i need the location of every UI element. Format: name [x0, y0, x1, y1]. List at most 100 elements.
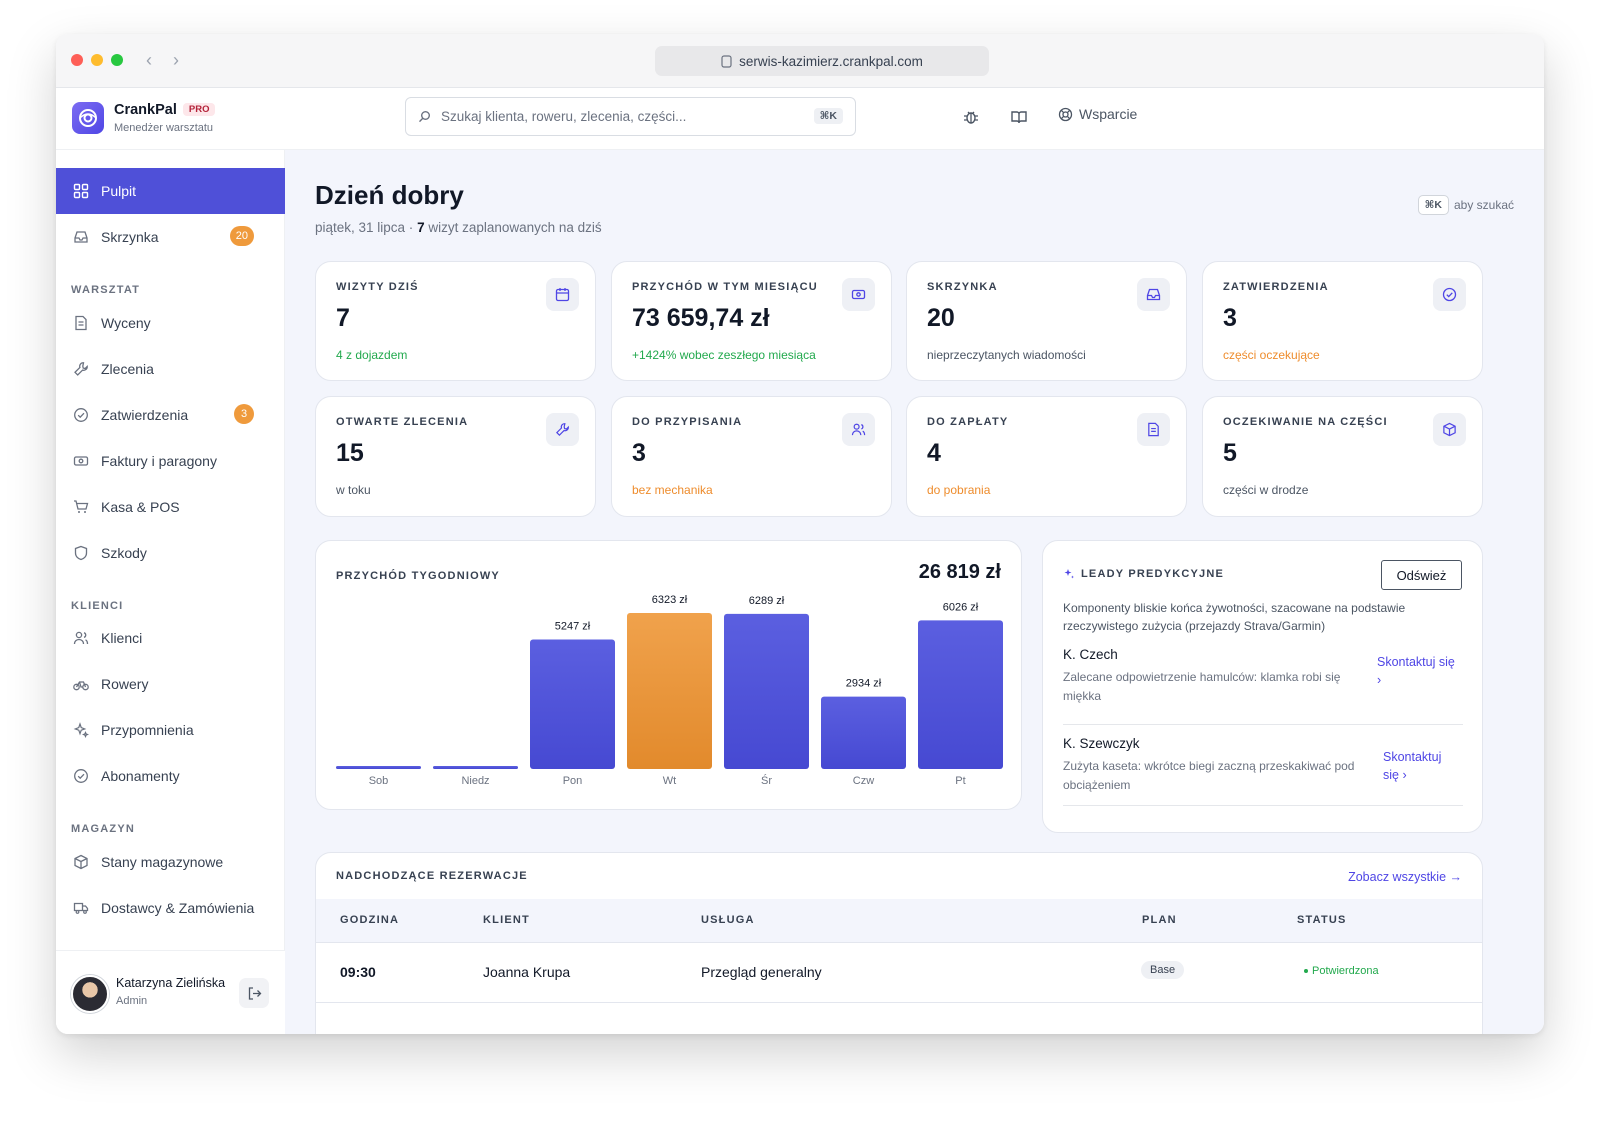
stat-value: 7	[336, 304, 350, 332]
brand-subtitle: Menedżer warsztatu	[114, 122, 214, 134]
bar-czw[interactable]	[821, 696, 906, 769]
check-circle-icon	[74, 769, 88, 783]
sidebar-item-wyceny[interactable]: Wyceny	[56, 300, 285, 346]
column-header[interactable]: USŁUGA	[701, 914, 755, 926]
plan-badge: Base	[1141, 961, 1185, 979]
bar-niedz[interactable]	[433, 766, 518, 769]
leads-title-text: LEADY PREDYKCYJNE	[1081, 568, 1225, 580]
sidebar-item-abonamenty[interactable]: Abonamenty	[56, 753, 285, 799]
logo-mark-icon	[79, 109, 97, 127]
bar-wt[interactable]	[627, 613, 712, 769]
visits-count: 7	[417, 220, 425, 235]
bar-value-label: 2934 zł	[846, 678, 882, 690]
column-header[interactable]: PLAN	[1142, 914, 1177, 926]
pro-badge: PRO	[182, 103, 216, 116]
wrench-icon	[546, 413, 579, 446]
inbox-count-badge: 20	[229, 226, 254, 246]
contact-link[interactable]: Skontaktuj się ›	[1383, 750, 1442, 782]
user-name: Katarzyna Zielińska	[116, 976, 226, 990]
stat-card-inbox[interactable]: SKRZYNKA 20 nieprzeczytanych wiadomości	[906, 261, 1187, 381]
sidebar-item-faktury[interactable]: Faktury i paragony	[56, 438, 285, 484]
grid-icon	[73, 183, 89, 199]
column-header[interactable]: KLIENT	[483, 914, 530, 926]
calendar-icon	[546, 278, 579, 311]
sidebar-item-pulpit[interactable]: Pulpit	[56, 168, 285, 214]
x-tick-label: Śr	[761, 774, 772, 787]
sidebar-item-szkody[interactable]: Szkody	[56, 530, 285, 576]
x-tick-label: Sob	[369, 775, 389, 787]
stat-card-open-orders[interactable]: OTWARTE ZLECENIA 15 w toku	[315, 396, 596, 517]
sidebar-item-label: Kasa & POS	[101, 499, 180, 515]
table-header: GODZINA KLIENT USŁUGA PLAN STATUS	[316, 899, 1482, 943]
bar-value-label: 6026 zł	[943, 601, 979, 613]
address-bar[interactable]: serwis-kazimierz.crankpal.com	[655, 46, 989, 76]
sidebar-item-stany-magazynowe[interactable]: Stany magazynowe	[56, 839, 285, 885]
stat-card-waiting-parts[interactable]: OCZEKIWANIE NA CZĘŚCI 5 części w drodze	[1202, 396, 1483, 517]
logout-button[interactable]	[239, 978, 269, 1008]
section-warsztat: WARSZTAT	[71, 284, 141, 296]
stat-note: nieprzeczytanych wiadomości	[927, 348, 1086, 362]
column-header[interactable]: STATUS	[1297, 914, 1347, 926]
bar-pt[interactable]	[918, 620, 1003, 769]
search-input[interactable]: Szukaj klienta, roweru, zlecenia, części…	[405, 97, 856, 136]
sidebar-item-zlecenia[interactable]: Zlecenia	[56, 346, 285, 392]
minimize-window-button[interactable]	[91, 54, 103, 66]
refresh-button[interactable]: Odśwież	[1381, 560, 1462, 590]
sidebar-item-skrzynka[interactable]: Skrzynka 20	[56, 214, 285, 260]
sidebar-item-label: Zatwierdzenia	[101, 407, 189, 423]
search-hint-text: aby szukać	[1453, 198, 1514, 212]
visits-text: wizyt zaplanowanych na dziś	[424, 220, 602, 235]
sidebar-item-zatwierdzenia[interactable]: Zatwierdzenia 3	[56, 392, 285, 438]
book-icon[interactable]	[1010, 108, 1028, 126]
stat-card-revenue[interactable]: PRZYCHÓD W TYM MIESIĄCU 73 659,74 zł +14…	[611, 261, 892, 381]
stat-value: 4	[927, 439, 941, 467]
search-placeholder: Szukaj klienta, roweru, zlecenia, części…	[441, 109, 687, 124]
stat-value: 15	[336, 439, 364, 467]
bug-icon[interactable]	[962, 108, 980, 126]
see-all-link[interactable]: Zobacz wszystkie →	[1348, 870, 1462, 884]
bar-value-label: 6289 zł	[749, 595, 785, 607]
close-window-button[interactable]	[71, 54, 83, 66]
sidebar-item-dostawcy[interactable]: Dostawcy & Zamówienia	[56, 885, 285, 931]
weekly-revenue-chart: Sob Niedz Pon 5247 zł Wt 6323 zł Śr 6289 zł Czw 2…	[336, 594, 1003, 787]
sidebar-item-label: Pulpit	[101, 183, 137, 199]
sidebar-item-label: Faktury i paragony	[101, 453, 217, 469]
stat-note: 4 z dojazdem	[336, 348, 408, 362]
lead-item: K. Czech Zalecane odpowietrzenie hamulcó…	[1063, 647, 1463, 725]
back-arrow-icon[interactable]: ‹	[146, 50, 152, 70]
document-icon	[75, 315, 87, 331]
wrench-icon	[74, 362, 88, 376]
sidebar-item-kasa-pos[interactable]: Kasa & POS	[56, 484, 285, 530]
forward-arrow-icon[interactable]: ›	[173, 50, 179, 70]
bar-śr[interactable]	[724, 613, 809, 769]
sidebar-item-rowery[interactable]: Rowery	[56, 661, 285, 707]
user-role: Admin	[116, 995, 148, 1007]
column-header[interactable]: GODZINA	[340, 914, 400, 926]
bar-pon[interactable]	[530, 639, 615, 769]
stat-label: DO PRZYPISANIA	[632, 416, 743, 428]
lead-description: Zalecane odpowietrzenie hamulców: klamka…	[1063, 670, 1341, 703]
box-icon	[1433, 413, 1466, 446]
approvals-count-badge: 3	[234, 404, 254, 424]
stat-card-approvals[interactable]: ZATWIERDZENIA 3 części oczekujące	[1202, 261, 1483, 381]
stat-note: +1424% wobec zeszłego miesiąca	[632, 348, 816, 362]
stat-card-unassigned[interactable]: DO PRZYPISANIA 3 bez mechanika	[611, 396, 892, 517]
stat-card-visits[interactable]: WIZYTY DZIŚ 7 4 z dojazdem	[315, 261, 596, 381]
app-header: CrankPal PRO Menedżer warsztatu Szukaj kl…	[56, 88, 1544, 150]
section-magazyn: MAGAZYN	[71, 823, 136, 835]
bar-sob[interactable]	[336, 766, 421, 769]
maximize-window-button[interactable]	[111, 54, 123, 66]
sidebar-item-klienci[interactable]: Klienci	[56, 615, 285, 661]
stat-card-to-pay[interactable]: DO ZAPŁATY 4 do pobrania	[906, 396, 1187, 517]
crankpal-logo[interactable]	[72, 102, 104, 134]
page-title: Dzień dobry	[315, 180, 464, 210]
table-row[interactable]: 09:30 Joanna Krupa Przegląd generalny	[316, 944, 1482, 1003]
predictive-leads-card: LEADY PREDYKCYJNE Odśwież Komponenty bli…	[1042, 540, 1483, 833]
contact-link[interactable]: Skontaktuj się ›	[1377, 655, 1455, 687]
main-content: Dzień dobry piątek, 31 lipca · 7 wizyt z…	[285, 150, 1544, 1034]
avatar[interactable]	[71, 975, 109, 1013]
stat-note: części w drodze	[1223, 483, 1309, 497]
sidebar-item-przypomnienia[interactable]: Przypomnienia	[56, 707, 285, 753]
booking-client: Joanna Krupa	[483, 964, 571, 980]
support-link[interactable]: Wsparcie	[1058, 106, 1137, 122]
